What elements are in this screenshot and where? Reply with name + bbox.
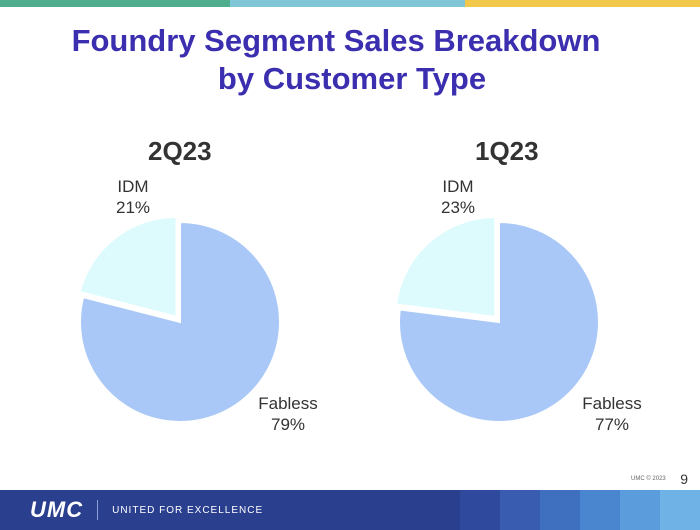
slice-name-fabless-1q23: Fabless bbox=[582, 394, 642, 413]
pie-slice-fabless-1q23 bbox=[398, 220, 600, 423]
chart-title-1q23: 1Q23 bbox=[475, 136, 539, 166]
top-accent-bar bbox=[0, 0, 700, 7]
page-number: 9 bbox=[680, 471, 688, 487]
copyright-text: UMC © 2023 bbox=[631, 476, 666, 482]
slice-name-idm-1q23: IDM bbox=[442, 177, 474, 196]
pie-chart-2q23 bbox=[78, 215, 281, 423]
slice-name-idm-2q23: IDM bbox=[117, 177, 149, 196]
slice-name-fabless-2q23: Fabless bbox=[258, 394, 318, 413]
footer-bar: UMC UNITED FOR EXCELLENCE bbox=[0, 490, 700, 530]
slice-label-fabless-1q23: Fabless 77% bbox=[574, 393, 650, 435]
footer-divider bbox=[97, 500, 99, 520]
pie-slice-idm-1q23 bbox=[395, 215, 497, 319]
pie-slice-idm-2q23 bbox=[78, 215, 178, 319]
footer-tagline: UNITED FOR EXCELLENCE bbox=[112, 504, 264, 516]
slice-label-idm-1q23: IDM 23% bbox=[433, 176, 483, 218]
footer-decor-tiles bbox=[460, 490, 700, 530]
slide-title-line1: Foundry Segment Sales Breakdown bbox=[71, 23, 601, 58]
pie-chart-1q23 bbox=[395, 215, 600, 423]
slice-label-fabless-2q23: Fabless 79% bbox=[250, 393, 326, 435]
slice-value-idm-2q23: 21% bbox=[115, 198, 151, 217]
slice-value-idm-1q23: 23% bbox=[440, 198, 476, 217]
pie-slice-fabless-2q23 bbox=[79, 220, 281, 423]
slice-label-idm-2q23: IDM 21% bbox=[108, 176, 158, 218]
umc-logo: UMC bbox=[30, 497, 84, 522]
slide-title-line2: by Customer Type bbox=[217, 61, 487, 96]
slice-value-fabless-2q23: 79% bbox=[270, 415, 306, 434]
chart-title-2q23: 2Q23 bbox=[148, 136, 212, 166]
slice-value-fabless-1q23: 77% bbox=[594, 415, 630, 434]
slide-title: Foundry Segment Sales Breakdown by Custo… bbox=[0, 22, 700, 98]
